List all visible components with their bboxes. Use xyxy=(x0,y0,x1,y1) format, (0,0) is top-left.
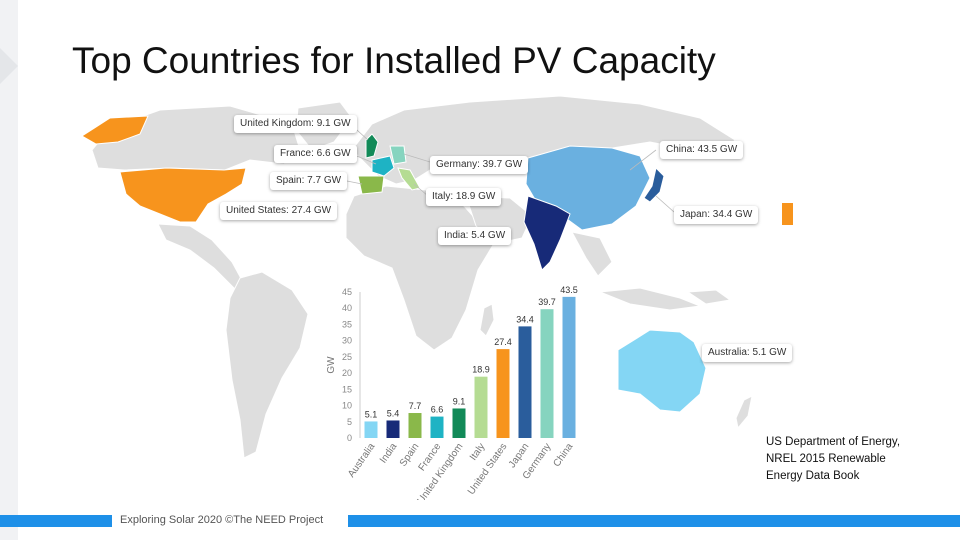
map-india xyxy=(523,195,571,271)
data-label: 18.9 xyxy=(472,365,490,375)
y-tick-label: 10 xyxy=(342,401,352,411)
data-label: 6.6 xyxy=(431,405,444,415)
map-japan xyxy=(643,167,665,203)
callout-china: China: 43.5 GW xyxy=(660,141,744,159)
data-label: 5.4 xyxy=(387,408,400,418)
data-label: 27.4 xyxy=(494,337,512,347)
x-category-label: India xyxy=(378,441,400,465)
footer-text: Exploring Solar 2020 ©The NEED Project xyxy=(120,514,324,526)
bar-china xyxy=(562,296,576,438)
map-mexico xyxy=(157,223,245,291)
y-tick-label: 15 xyxy=(342,384,352,394)
source-line-1: US Department of Energy, xyxy=(766,436,901,448)
callout-line-germany xyxy=(403,153,431,163)
callout-spain: Spain: 7.7 GW xyxy=(270,172,348,190)
callout-united-states: United States: 27.4 GW xyxy=(220,202,338,220)
map-indonesia xyxy=(599,287,702,311)
title-notch xyxy=(0,48,18,84)
bar-united-kingdom xyxy=(452,408,466,438)
callout-australia: Australia: 5.1 GW xyxy=(702,344,793,362)
pv-capacity-bar-chart: 0 5 10 15 20 25 30 35 40 45 GW 5.1 Australia 5.4 India… xyxy=(326,285,578,500)
bar-france xyxy=(430,416,444,438)
footer-bar-left xyxy=(0,515,112,527)
legend-swatch xyxy=(782,203,793,225)
source-line-2: NREL 2015 Renewable xyxy=(766,453,886,465)
callout-india: India: 5.4 GW xyxy=(438,227,512,245)
y-axis-label: GW xyxy=(326,356,337,374)
y-tick-label: 40 xyxy=(342,303,352,313)
bar-spain xyxy=(408,413,422,438)
map-madagascar xyxy=(479,303,495,337)
y-tick-label: 30 xyxy=(342,336,352,346)
data-label: 34.4 xyxy=(516,314,534,324)
map-france xyxy=(371,155,395,177)
map-germany xyxy=(389,145,407,165)
callout-united-kingdom: United Kingdom: 9.1 GW xyxy=(234,115,357,133)
map-united-kingdom xyxy=(365,133,379,159)
source-citation: US Department of Energy, NREL 2015 Renew… xyxy=(766,434,951,485)
map-new-zealand xyxy=(735,395,753,430)
map-alaska xyxy=(81,115,149,145)
data-label: 9.1 xyxy=(453,396,466,406)
callout-germany: Germany: 39.7 GW xyxy=(430,156,529,174)
data-label: 5.1 xyxy=(365,409,378,419)
callout-italy: Italy: 18.9 GW xyxy=(426,188,502,206)
bar-australia xyxy=(364,421,378,438)
x-category-label: China xyxy=(551,441,575,469)
callout-line-japan xyxy=(655,195,675,213)
y-tick-label: 25 xyxy=(342,352,352,362)
y-tick-label: 45 xyxy=(342,287,352,297)
map-australia xyxy=(617,329,707,413)
data-label: 7.7 xyxy=(409,401,422,411)
y-tick-label: 35 xyxy=(342,319,352,329)
callout-japan: Japan: 34.4 GW xyxy=(674,206,759,224)
map-papua xyxy=(686,289,732,305)
y-tick-label: 0 xyxy=(347,433,352,443)
bar-united-states xyxy=(496,349,510,438)
callout-line-italy xyxy=(413,183,429,197)
slide-title: Top Countries for Installed PV Capacity xyxy=(72,40,716,81)
callout-line-china xyxy=(629,149,657,171)
x-category-label: Italy xyxy=(468,441,488,462)
map-south-america xyxy=(225,271,309,459)
bar-italy xyxy=(474,376,488,438)
map-united-states xyxy=(119,167,247,223)
footer-bar-right xyxy=(348,515,960,527)
bar-japan xyxy=(518,326,532,438)
bar-germany xyxy=(540,309,554,438)
data-label: 39.7 xyxy=(538,297,556,307)
callout-france: France: 6.6 GW xyxy=(274,145,357,163)
left-decor-strip xyxy=(0,0,18,540)
source-line-3: Energy Data Book xyxy=(766,470,860,482)
x-category-label: Australia xyxy=(346,441,378,480)
y-tick-label: 20 xyxy=(342,368,352,378)
y-tick-label: 5 xyxy=(347,417,352,427)
map-spain xyxy=(357,175,385,195)
bar-india xyxy=(386,420,400,438)
data-label: 43.5 xyxy=(560,285,578,295)
map-southeast-asia xyxy=(571,231,613,277)
